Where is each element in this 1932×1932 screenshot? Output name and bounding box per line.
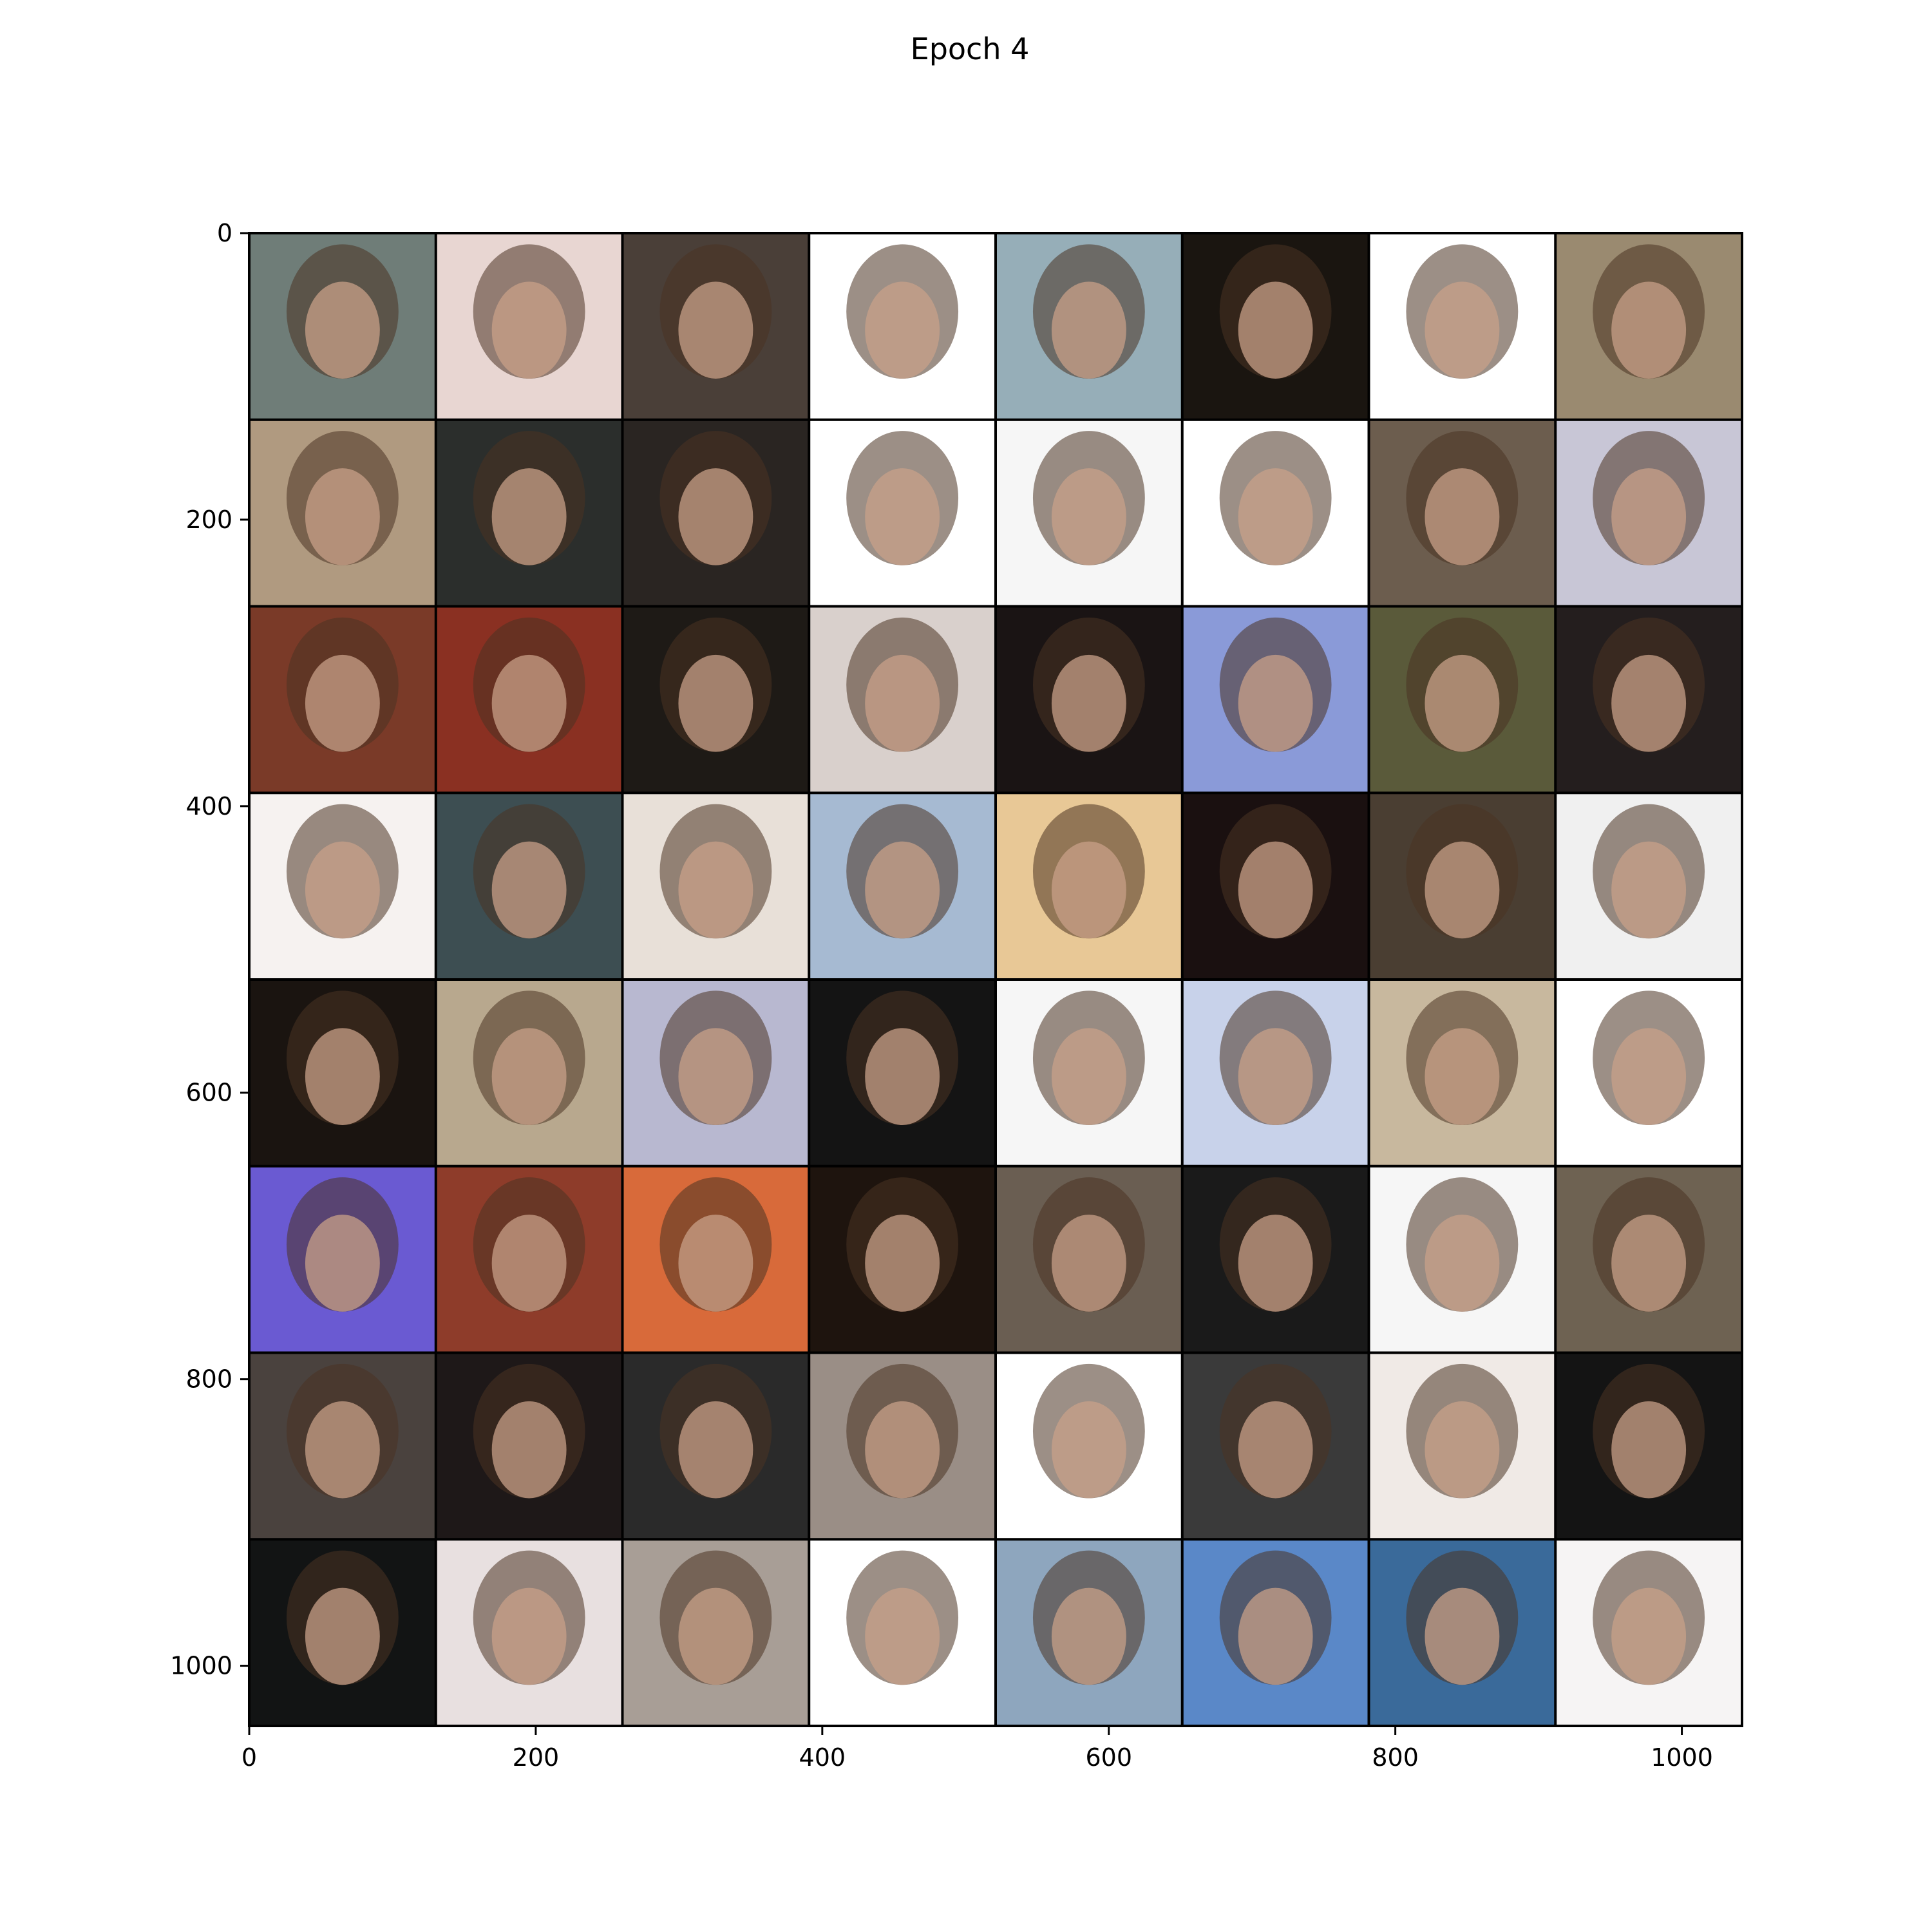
image-tile bbox=[249, 980, 436, 1166]
image-tile bbox=[1555, 419, 1742, 607]
image-tile bbox=[1555, 233, 1742, 420]
image-tile bbox=[809, 233, 996, 420]
image-tile bbox=[1182, 1166, 1369, 1353]
figure-title: Epoch 4 bbox=[911, 32, 1030, 66]
image-tile bbox=[249, 419, 436, 607]
image-tile bbox=[1182, 980, 1369, 1166]
image-tile bbox=[1555, 1539, 1742, 1726]
image-tile bbox=[622, 419, 810, 607]
image-tile bbox=[809, 1539, 996, 1726]
image-tile bbox=[1182, 1539, 1369, 1726]
image-tile bbox=[809, 793, 996, 980]
image-tile bbox=[1368, 1539, 1556, 1726]
image-tile bbox=[996, 606, 1182, 793]
x-tick-label: 200 bbox=[513, 1743, 560, 1772]
image-tile bbox=[1368, 233, 1556, 420]
image-tile bbox=[809, 419, 996, 607]
image-tile bbox=[622, 606, 810, 793]
image-tile bbox=[435, 1166, 623, 1353]
image-tile bbox=[1368, 980, 1556, 1166]
image-tile bbox=[435, 1539, 623, 1726]
image-tile bbox=[1182, 419, 1369, 607]
y-tick-label: 200 bbox=[185, 506, 232, 534]
image-tile bbox=[996, 793, 1182, 980]
image-tile bbox=[622, 233, 810, 420]
x-tick-label: 1000 bbox=[1651, 1743, 1713, 1772]
y-tick-label: 400 bbox=[185, 792, 232, 820]
image-tile bbox=[249, 1166, 436, 1353]
image-tile bbox=[1555, 1352, 1742, 1540]
image-tile bbox=[435, 980, 623, 1166]
image-tile bbox=[249, 606, 436, 793]
image-tile bbox=[249, 1352, 436, 1540]
image-tile bbox=[435, 606, 623, 793]
image-tile bbox=[996, 419, 1182, 607]
y-tick-label: 1000 bbox=[170, 1652, 232, 1680]
image-tile bbox=[622, 1539, 810, 1726]
image-tile bbox=[1182, 606, 1369, 793]
image-tile bbox=[1555, 1166, 1742, 1353]
image-tile bbox=[996, 980, 1182, 1166]
image-tile bbox=[1368, 1166, 1556, 1353]
image-tile bbox=[996, 1166, 1182, 1353]
x-tick-label: 400 bbox=[799, 1743, 846, 1772]
image-tile bbox=[435, 1352, 623, 1540]
image-tile bbox=[996, 1352, 1182, 1540]
y-tick-label: 600 bbox=[185, 1079, 232, 1107]
image-tile bbox=[809, 980, 996, 1166]
image-tile bbox=[622, 1352, 810, 1540]
image-tile bbox=[1368, 606, 1556, 793]
image-tile bbox=[1368, 793, 1556, 980]
image-tile bbox=[435, 793, 623, 980]
y-axis: 0 200 400 600 800 1000 bbox=[170, 219, 249, 1680]
image-tile bbox=[435, 419, 623, 607]
x-axis: 0 200 400 600 800 1000 bbox=[242, 1726, 1713, 1772]
image-tile bbox=[1182, 793, 1369, 980]
image-tile bbox=[622, 1166, 810, 1353]
image-tile bbox=[435, 233, 623, 420]
image-tile bbox=[1182, 233, 1369, 420]
x-tick-label: 0 bbox=[242, 1743, 257, 1772]
x-tick-label: 800 bbox=[1372, 1743, 1419, 1772]
image-tile bbox=[249, 233, 436, 420]
image-tile bbox=[996, 1539, 1182, 1726]
image-grid bbox=[249, 233, 1742, 1726]
x-tick-label: 600 bbox=[1085, 1743, 1132, 1772]
plot-frame bbox=[248, 232, 1743, 1727]
image-tile bbox=[622, 793, 810, 980]
image-tile bbox=[249, 793, 436, 980]
image-tile bbox=[1555, 980, 1742, 1166]
image-tile bbox=[1368, 1352, 1556, 1540]
image-tile bbox=[996, 233, 1182, 420]
image-tile bbox=[622, 980, 810, 1166]
image-tile bbox=[1368, 419, 1556, 607]
image-tile bbox=[249, 1539, 436, 1726]
image-tile bbox=[809, 1352, 996, 1540]
image-tile bbox=[809, 606, 996, 793]
image-tile bbox=[809, 1166, 996, 1353]
image-tile bbox=[1182, 1352, 1369, 1540]
image-tile bbox=[1555, 793, 1742, 980]
y-tick-label: 0 bbox=[217, 219, 232, 247]
y-tick-label: 800 bbox=[185, 1365, 232, 1394]
image-tile bbox=[1555, 606, 1742, 793]
